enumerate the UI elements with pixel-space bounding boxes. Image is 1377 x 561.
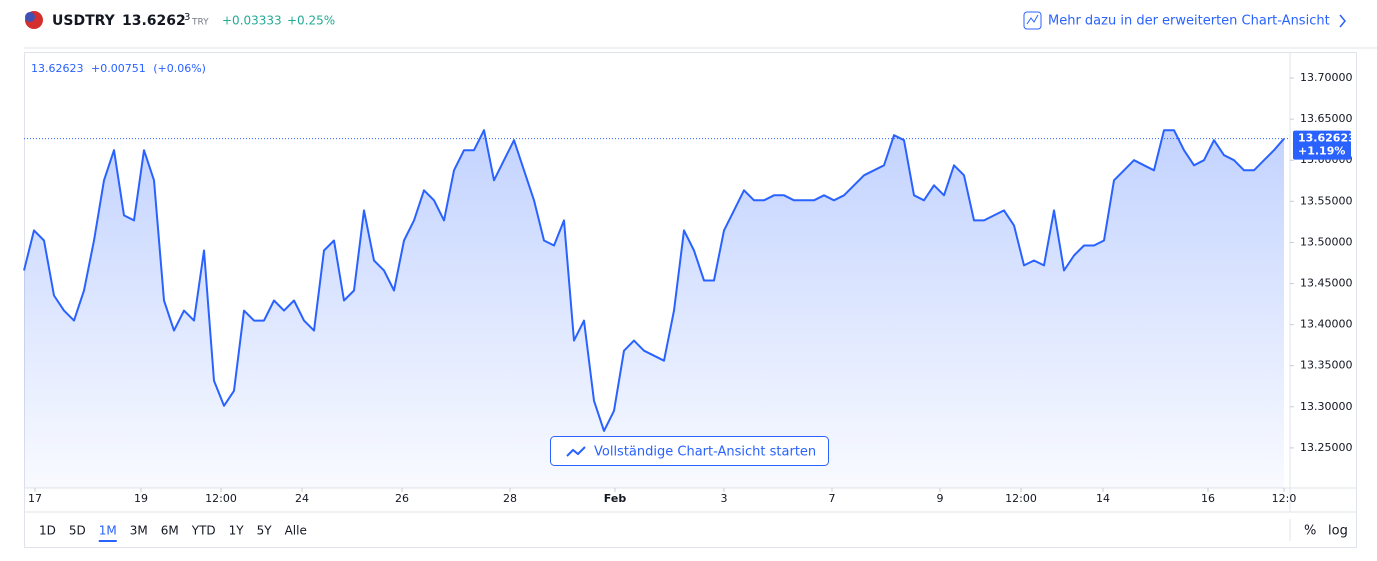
percent-toggle[interactable]: % — [1304, 524, 1316, 539]
symbol: USDTRY — [52, 13, 116, 29]
area-fill — [24, 130, 1284, 488]
legend: 13.62623 +0.00751 (+0.06%) — [31, 62, 206, 75]
legend-change-pct: (+0.06%) — [153, 62, 206, 75]
y-tick-label: 13.70000 — [1300, 71, 1353, 84]
currency: TRY — [191, 18, 209, 28]
y-tick-label: 13.65000 — [1300, 112, 1353, 125]
x-tick-label: 12:00 — [205, 492, 237, 505]
y-tick-label: 13.40000 — [1300, 318, 1353, 331]
button-frame[interactable] — [550, 436, 829, 466]
button-text[interactable]: Vollständige Chart-Ansicht starten — [594, 445, 816, 460]
last-price-label: 13.62623 — [1298, 132, 1356, 145]
flag-icon-part — [25, 12, 35, 22]
price-last-digit: 3 — [184, 12, 190, 23]
plot: 13.7000013.6500013.6000013.5500013.50000… — [23, 71, 1356, 505]
x-tick-label: 17 — [28, 492, 42, 505]
button-icon — [566, 446, 586, 457]
x-tick-label: 19 — [134, 492, 148, 505]
range-button[interactable]: YTD — [191, 524, 216, 538]
range-button[interactable]: 5D — [69, 524, 86, 538]
x-tick-label: 28 — [503, 492, 517, 505]
last-price-box — [1293, 130, 1351, 160]
legend-change: +0.00751 — [91, 62, 146, 75]
legend-price: 13.62623 — [31, 62, 84, 75]
x-tick-label: 12:0 — [1272, 492, 1297, 505]
range-button[interactable]: 5Y — [257, 524, 273, 538]
change: +0.03333 — [222, 14, 282, 28]
y-tick-label: 13.55000 — [1300, 194, 1353, 207]
link-chevron — [1339, 14, 1346, 28]
log-toggle[interactable]: log — [1328, 524, 1348, 539]
y-tick-label: 13.25000 — [1300, 441, 1353, 454]
x-tick-label: 26 — [395, 492, 409, 505]
change-pct: +0.25% — [287, 14, 335, 28]
chart-link[interactable]: Mehr dazu in der erweiterten Chart-Ansic… — [1023, 11, 1346, 30]
range-button[interactable]: 3M — [130, 524, 148, 538]
toolbar: % log 1D 5D 1M 3M 6M YTD 1Y 5Y Alle — [39, 519, 1348, 542]
range-button[interactable]: 1M — [99, 524, 117, 538]
range-button[interactable]: Alle — [285, 524, 307, 538]
x-tick-label: 9 — [937, 492, 944, 505]
range-button[interactable]: 6M — [161, 524, 179, 538]
y-tick-label: 13.30000 — [1300, 400, 1353, 413]
range-button[interactable]: 1D — [39, 524, 56, 538]
link-icon-line — [1026, 14, 1039, 25]
y-tick-label: 13.35000 — [1300, 359, 1353, 372]
range-button[interactable]: 1Y — [229, 524, 245, 538]
y-tick-label: 13.45000 — [1300, 277, 1353, 290]
x-tick-label: Feb — [604, 492, 627, 505]
x-tick-label: 7 — [829, 492, 836, 505]
price: 13.6262 — [122, 13, 186, 29]
y-tick-label: 13.50000 — [1300, 235, 1353, 248]
x-tick-label: 16 — [1201, 492, 1215, 505]
x-tick-label: 12:00 — [1005, 492, 1037, 505]
x-tick-label: 3 — [721, 492, 728, 505]
x-tick-label: 24 — [295, 492, 309, 505]
link-text[interactable]: Mehr dazu in der erweiterten Chart-Ansic… — [1048, 14, 1330, 29]
price-line — [23, 129, 1285, 432]
full-chart-button[interactable]: Vollständige Chart-Ansicht starten — [550, 436, 829, 466]
link-icon — [1023, 11, 1042, 30]
x-tick-label: 14 — [1096, 492, 1110, 505]
last-change-label: +1.19% — [1298, 145, 1345, 158]
